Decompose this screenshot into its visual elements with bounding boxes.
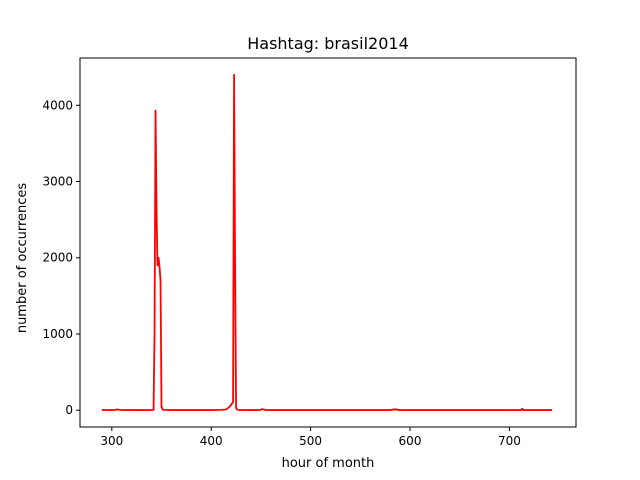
y-tick-label: 0	[65, 403, 73, 417]
axes-frame	[79, 57, 577, 428]
x-tick-label: 500	[299, 434, 322, 448]
plot-area: 300 400 500 600 700 0 1000 2000 3000 4000	[42, 57, 577, 448]
y-tick-label: 3000	[42, 175, 73, 189]
x-tick-label: 400	[200, 434, 223, 448]
chart-title: Hashtag: brasil2014	[247, 34, 409, 53]
y-tick-label: 2000	[42, 251, 73, 265]
x-axis-label: hour of month	[282, 456, 375, 471]
y-axis-label: number of occurrences	[15, 183, 30, 334]
y-tick-label: 4000	[42, 98, 73, 112]
x-tick-label: 300	[100, 434, 123, 448]
series-line-0	[101, 73, 553, 411]
x-tick-label: 600	[399, 434, 422, 448]
x-tick-label: 700	[498, 434, 521, 448]
y-tick-label: 1000	[42, 327, 73, 341]
